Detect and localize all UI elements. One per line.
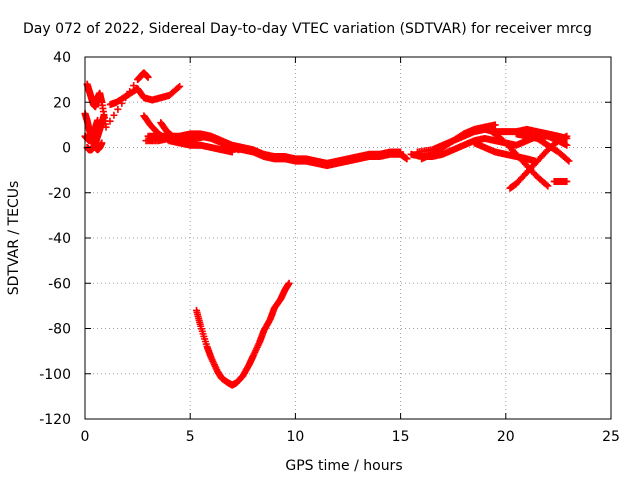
data-point: [403, 155, 411, 163]
y-axis-label: SDTVAR / TECUs: [6, 181, 22, 296]
data-point: [543, 181, 551, 189]
y-tick-label: -60: [48, 276, 71, 292]
series-early-wave: [157, 119, 243, 154]
data-point: [565, 157, 573, 165]
data-point: [106, 117, 114, 125]
data-point: [235, 146, 243, 154]
data-point: [98, 139, 106, 147]
data-point: [130, 82, 138, 90]
x-tick-label: 5: [186, 429, 195, 445]
data-point: [491, 121, 499, 129]
y-tick-label: -100: [39, 367, 71, 383]
y-tick-label: -40: [48, 231, 71, 247]
data-point: [100, 112, 108, 120]
x-tick-label: 10: [286, 429, 304, 445]
data-point: [118, 99, 126, 107]
data-point: [126, 88, 134, 96]
chart-title: Day 072 of 2022, Sidereal Day-to-day VTE…: [23, 21, 592, 37]
grid-lines: [85, 57, 611, 419]
data-point: [563, 177, 571, 185]
axis-ticks: [84, 56, 612, 420]
series-late-tail: [550, 177, 571, 185]
y-tick-label: 0: [62, 141, 71, 157]
data-points: [81, 69, 573, 389]
series-late-rise: [418, 121, 499, 163]
data-point: [544, 182, 552, 190]
data-point: [563, 141, 571, 149]
y-tick-label: 40: [53, 50, 71, 66]
data-point: [176, 82, 184, 90]
x-tick-label: 15: [392, 429, 410, 445]
data-point: [94, 116, 102, 124]
series-late-trough: [506, 132, 571, 192]
x-tick-label: 0: [81, 429, 90, 445]
plot-background: [85, 57, 611, 419]
x-tick-label: 20: [497, 429, 515, 445]
y-tick-label: 20: [53, 95, 71, 111]
data-point: [563, 132, 571, 140]
y-tick-labels: -120 -100 -80 -60 -40 -20 0 20 40: [39, 50, 71, 428]
data-point: [285, 279, 293, 287]
data-point: [122, 93, 130, 101]
data-point: [114, 105, 122, 113]
x-axis-label: GPS time / hours: [285, 458, 402, 474]
y-tick-label: -80: [48, 322, 71, 338]
data-point: [144, 73, 152, 81]
x-tick-labels: 0 5 10 15 20 25: [81, 429, 620, 445]
data-point: [110, 111, 118, 119]
data-point: [174, 84, 182, 92]
series-v-dip: [193, 279, 293, 389]
y-tick-label: -20: [48, 186, 71, 202]
y-tick-label: -120: [39, 412, 71, 428]
x-tick-label: 25: [602, 429, 620, 445]
series-early-falling: [140, 112, 236, 156]
data-point: [564, 156, 572, 164]
data-point: [397, 148, 405, 156]
